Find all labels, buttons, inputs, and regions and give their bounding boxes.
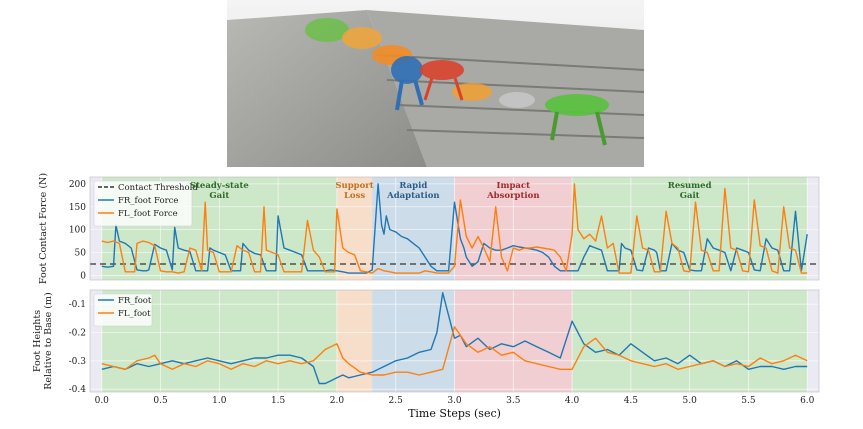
xtick-label: 5.0 bbox=[682, 396, 697, 406]
phase-label-4: Gait bbox=[680, 191, 700, 201]
height-legend-label: FL_foot bbox=[118, 309, 151, 319]
force-ylabel: Foot Contact Force (N) bbox=[38, 173, 49, 284]
force-ytick-label: 150 bbox=[69, 203, 86, 213]
height-frame bbox=[89, 289, 820, 393]
robot-stair-climbing-image bbox=[227, 0, 644, 167]
height-legend: FR_foot FL_foot bbox=[93, 293, 153, 327]
phase-label-2: Adaptation bbox=[386, 191, 439, 201]
height-ylabel: Foot Heights bbox=[32, 310, 43, 372]
height-ytick-label: -0.2 bbox=[69, 329, 86, 339]
height-series-fr-foot bbox=[101, 292, 808, 385]
force-series-fl-foot-force bbox=[101, 183, 808, 274]
phase-label-3: Impact bbox=[497, 181, 531, 191]
xtick-label: 2.0 bbox=[330, 396, 345, 406]
xtick-label: 1.5 bbox=[271, 396, 286, 406]
phase-label-3: Absorption bbox=[486, 191, 539, 201]
force-ytick-label: 0 bbox=[80, 271, 86, 281]
force-ytick-label: 200 bbox=[69, 180, 86, 190]
xaxis-label: Time Steps (sec) bbox=[408, 407, 501, 420]
height-phase-band-2 bbox=[372, 290, 455, 392]
height-ytick-label: -0.4 bbox=[69, 385, 87, 395]
xtick-label: 6.0 bbox=[800, 396, 815, 406]
phase-label-0: Gait bbox=[209, 191, 229, 201]
force-phase-band-2 bbox=[372, 177, 455, 280]
force-frame bbox=[89, 176, 820, 281]
force-phase-band-1 bbox=[336, 177, 373, 280]
xtick-label: 2.5 bbox=[389, 396, 404, 406]
height-legend-box bbox=[93, 293, 153, 327]
phase-label-1: Support bbox=[335, 181, 373, 191]
force-legend-box bbox=[93, 180, 193, 227]
xtick-label: 4.5 bbox=[624, 396, 639, 406]
phase-label-4: Resumed bbox=[668, 181, 712, 191]
xtick-label: 0.5 bbox=[153, 396, 168, 406]
height-ytick-label: -0.3 bbox=[69, 357, 87, 367]
force-legend-label: FL_foot Force bbox=[118, 209, 178, 219]
xtick-label: 4.0 bbox=[565, 396, 580, 406]
height-panel: -0.4 -0.3 -0.2 -0.1 Foot Heights Relative to … bbox=[32, 289, 820, 420]
force-ytick-label: 100 bbox=[69, 226, 86, 236]
xtick-label: 3.0 bbox=[447, 396, 462, 406]
xtick-label: 5.5 bbox=[741, 396, 756, 406]
phase-label-0: Steady-state bbox=[190, 181, 250, 191]
height-series-fl-foot bbox=[101, 326, 808, 376]
force-legend-label: Contact Threshold bbox=[118, 183, 198, 193]
height-ylabel: Relative to Base (m) bbox=[43, 292, 54, 389]
xtick-label: 3.5 bbox=[506, 396, 521, 406]
force-panel: 0 50 100 150 200 Foot Contact Force (N) Contac… bbox=[38, 173, 820, 284]
height-ytick-label: -0.1 bbox=[69, 300, 86, 310]
force-legend: Contact Threshold FR_foot Force FL_foot Fo… bbox=[93, 180, 198, 227]
force-ytick-label: 50 bbox=[75, 249, 87, 259]
phase-label-1: Loss bbox=[344, 191, 365, 201]
height-legend-label: FR_foot bbox=[118, 296, 152, 306]
force-legend-label: FR_foot Force bbox=[118, 196, 178, 206]
phase-label-2: Rapid bbox=[399, 181, 427, 191]
xtick-label: 1.0 bbox=[212, 396, 227, 406]
xtick-label: 0.0 bbox=[95, 396, 110, 406]
